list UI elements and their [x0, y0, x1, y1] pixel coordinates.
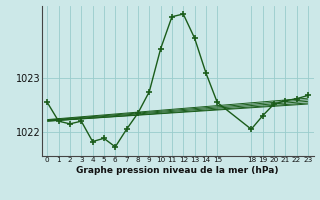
X-axis label: Graphe pression niveau de la mer (hPa): Graphe pression niveau de la mer (hPa) — [76, 166, 279, 175]
